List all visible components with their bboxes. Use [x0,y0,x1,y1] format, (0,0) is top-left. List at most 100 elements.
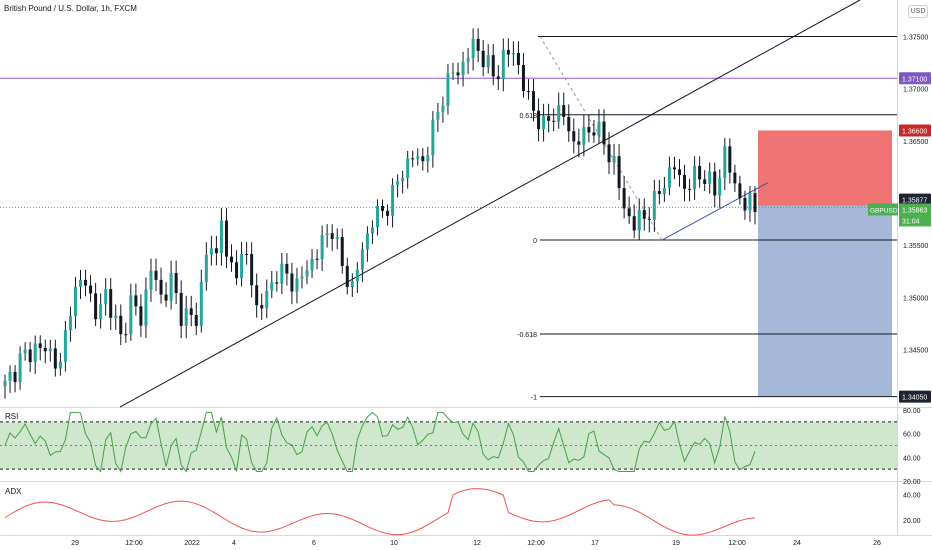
candle-body [632,216,636,231]
candle-body [537,110,541,130]
candle-body [184,308,188,326]
candle-body [89,285,93,294]
candle-body [169,273,173,301]
symbol-tag-bg [868,203,898,216]
price-axis-label: 1.36500 [903,139,928,146]
candle-body [189,308,193,316]
price-axis-label: 1.34500 [903,348,928,355]
candle-body [28,349,32,363]
candle-body [381,205,385,211]
rsi-band [0,421,897,470]
candle-body [672,167,676,170]
stop-price-tag: 1.36600 [902,128,927,135]
candle-body [743,198,747,211]
candle-body [84,279,88,286]
candle-body [23,349,27,354]
candle-body [275,282,279,284]
time-axis-label: 12:00 [728,540,746,547]
candle-body [18,353,22,383]
candle-body [310,258,314,271]
candle-body [325,233,329,236]
candle-body [401,177,405,182]
candle-body [572,131,576,142]
candle-body [642,209,646,219]
candle-body [114,315,118,318]
entry-price-tag-bg [899,193,931,206]
candle-body [235,262,239,279]
candle-body [33,343,37,363]
time-axis-label: 26 [873,540,881,547]
time-axis-label: 4 [232,540,236,547]
candle-body [461,61,465,76]
candle-body [592,132,596,136]
candle-body [99,304,103,320]
candle-body [516,52,520,65]
candle-body [713,171,717,196]
time-axis-label: 12:00 [527,540,545,547]
candle-body [431,119,435,156]
candle-body [375,205,379,228]
candle-body [355,269,359,282]
target-price-tag: 1.34050 [902,395,927,402]
candle-body [728,146,732,173]
candle-body [270,282,274,291]
take-profit-zone[interactable] [758,205,892,397]
candle-body [63,330,67,362]
candle-body [698,165,702,180]
candle-body [245,253,249,255]
candle-body [164,294,168,301]
candle-body [587,126,591,133]
candle-body [436,111,440,120]
candle-body [667,167,671,188]
candle-body [219,220,223,254]
candle-body [350,281,354,288]
price-axis-label: 1.35000 [903,295,928,302]
candle-body [622,188,626,209]
adx-axis-label: 20.00 [903,518,921,525]
candle-body [280,263,284,284]
purple-level-tag: 1.37100 [902,76,927,83]
candle-body [577,141,581,145]
rsi-axis-label: 40.00 [903,455,921,462]
candle-body [335,237,339,239]
candle-body [552,120,556,122]
candle-body [451,72,455,74]
candle-body [426,155,430,162]
symbol-title[interactable]: British Pound / U.S. Dollar, 1h, FXCM [4,4,137,13]
fib-label-fib_0: 0 [533,238,537,245]
candle-body [58,361,62,369]
candle-body [657,191,661,194]
candle-body [733,172,737,184]
candle-body [662,187,666,194]
candle-body [491,55,495,77]
candle-body [340,237,344,266]
trendline-ascending[interactable] [119,0,861,408]
candle-body [134,295,138,307]
stop-loss-zone[interactable] [758,130,892,206]
last-price-tag: 1.35863 [902,207,927,214]
price-axis-label: 1.37000 [903,87,928,94]
candle-body [496,76,500,79]
time-axis-label: 6 [312,540,316,547]
candle-body [73,286,77,317]
candle-body [94,293,98,320]
candle-body [315,258,319,260]
candle-body [526,91,530,93]
candle-body [688,188,692,190]
candle-body [345,265,349,288]
candle-body [748,193,752,211]
candle-body [557,105,561,122]
adx-axis-label: 40.00 [903,492,921,499]
last-price-tag-bg [899,203,931,216]
currency-button[interactable]: USD [908,5,928,18]
candle-body [174,273,178,294]
candle-body [532,91,536,111]
time-axis-label: 24 [793,540,801,547]
candle-body [179,293,183,326]
rsi-label: RSI [5,412,19,421]
time-axis-label: 17 [591,540,599,547]
candle-body [738,183,742,199]
adx-label: ADX [5,487,22,496]
